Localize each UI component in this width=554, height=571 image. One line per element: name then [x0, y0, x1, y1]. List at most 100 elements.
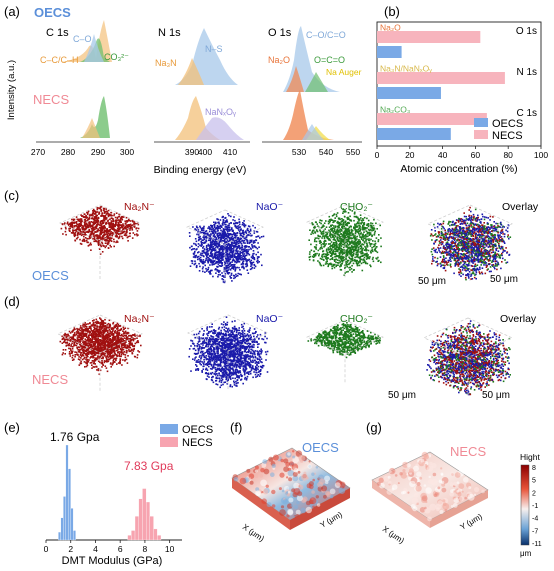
ion-voxel — [255, 230, 258, 233]
ion-voxel — [91, 224, 94, 227]
ion-voxel — [222, 218, 225, 221]
n1s-oecs-peak-na3n — [178, 58, 204, 85]
ion-voxel — [323, 235, 325, 237]
ion-voxel — [225, 237, 228, 240]
ion-voxel — [458, 262, 461, 265]
ion-voxel — [232, 233, 235, 235]
ion-voxel — [365, 240, 367, 242]
ion-voxel — [105, 210, 108, 213]
ion-voxel — [192, 252, 195, 255]
ion-voxel — [328, 215, 331, 218]
ion-voxel — [211, 230, 214, 233]
ion-voxel — [137, 227, 140, 230]
ion-voxel — [354, 246, 357, 249]
ion-voxel — [203, 237, 205, 239]
ion-voxel — [324, 240, 327, 242]
ion-voxel — [243, 237, 246, 239]
ion-voxel — [466, 260, 469, 262]
ion-voxel — [200, 237, 202, 240]
ion-voxel — [447, 233, 449, 235]
ion-voxel — [439, 236, 442, 239]
ion-voxel — [339, 237, 342, 239]
ion-voxel — [230, 215, 232, 218]
ion-voxel — [73, 225, 76, 228]
ion-voxel — [197, 236, 200, 239]
ion-voxel — [342, 241, 345, 243]
ion-voxel — [337, 233, 340, 235]
ion-voxel — [444, 269, 447, 272]
ion-voxel — [341, 218, 343, 220]
ion-voxel — [103, 221, 105, 224]
ion-voxel — [91, 217, 93, 220]
ion-voxel — [357, 231, 359, 233]
ion-voxel — [236, 275, 239, 277]
ion-voxel — [441, 241, 443, 243]
ion-voxel — [468, 228, 470, 231]
ion-voxel — [124, 220, 126, 222]
ion-voxel — [314, 239, 316, 241]
ion-voxel — [117, 223, 119, 226]
ion-voxel — [348, 240, 350, 243]
ion-voxel — [484, 272, 487, 275]
ion-voxel — [244, 238, 247, 240]
ion-voxel — [235, 243, 238, 245]
ion-voxel — [80, 231, 83, 233]
ion-voxel — [206, 259, 208, 261]
ion-voxel — [238, 239, 241, 242]
ion-voxel — [476, 217, 478, 219]
ion-voxel — [219, 236, 221, 239]
ion-voxel — [223, 231, 225, 234]
ion-voxel — [239, 238, 241, 241]
ion-voxel — [325, 235, 328, 238]
ion-voxel — [197, 229, 200, 231]
ion-voxel — [454, 228, 456, 231]
ion-voxel — [217, 270, 220, 273]
ion-voxel — [104, 217, 106, 219]
ion-voxel — [375, 237, 378, 239]
ion-voxel — [339, 240, 341, 242]
ion-voxel — [497, 250, 500, 252]
ion-voxel — [337, 250, 339, 253]
ion-voxel — [245, 265, 247, 268]
ion-voxel — [117, 221, 119, 224]
ion-voxel — [76, 233, 79, 235]
ion-voxel — [226, 260, 228, 262]
ion-voxel — [233, 241, 236, 244]
ion-voxel — [495, 249, 498, 252]
ion-voxel — [440, 264, 443, 266]
ion-voxel — [357, 222, 359, 224]
ion-voxel — [216, 261, 218, 264]
ion-voxel — [134, 233, 136, 236]
ion-voxel — [215, 240, 217, 243]
ion-voxel — [445, 244, 447, 246]
ion-voxel — [87, 218, 90, 220]
ion-voxel — [324, 244, 326, 246]
ion-voxel — [92, 232, 94, 235]
ion-voxel — [116, 241, 119, 243]
ion-voxel — [313, 240, 316, 243]
ion-voxel — [258, 261, 260, 263]
ion-voxel — [457, 229, 459, 231]
ion-voxel — [368, 232, 371, 234]
ion-voxel — [350, 268, 353, 270]
ion-voxel — [355, 238, 357, 240]
ion-voxel — [211, 243, 213, 246]
ion-voxel — [326, 258, 328, 261]
ion-voxel — [366, 217, 368, 220]
ion-voxel — [481, 245, 484, 248]
ion-voxel — [79, 231, 82, 233]
panel-a-necs-label: NECS — [33, 92, 69, 107]
ion-voxel — [97, 243, 100, 245]
ion-voxel — [71, 222, 74, 225]
ion-voxel — [207, 252, 209, 255]
ion-voxel — [358, 239, 360, 241]
ion-voxel — [236, 256, 239, 258]
ion-voxel — [370, 265, 372, 268]
ion-voxel — [318, 254, 320, 257]
ion-voxel — [342, 233, 345, 235]
ion-voxel — [70, 232, 73, 234]
ion-voxel — [97, 229, 100, 231]
ion-voxel — [362, 243, 365, 246]
ion-voxel — [322, 235, 324, 237]
